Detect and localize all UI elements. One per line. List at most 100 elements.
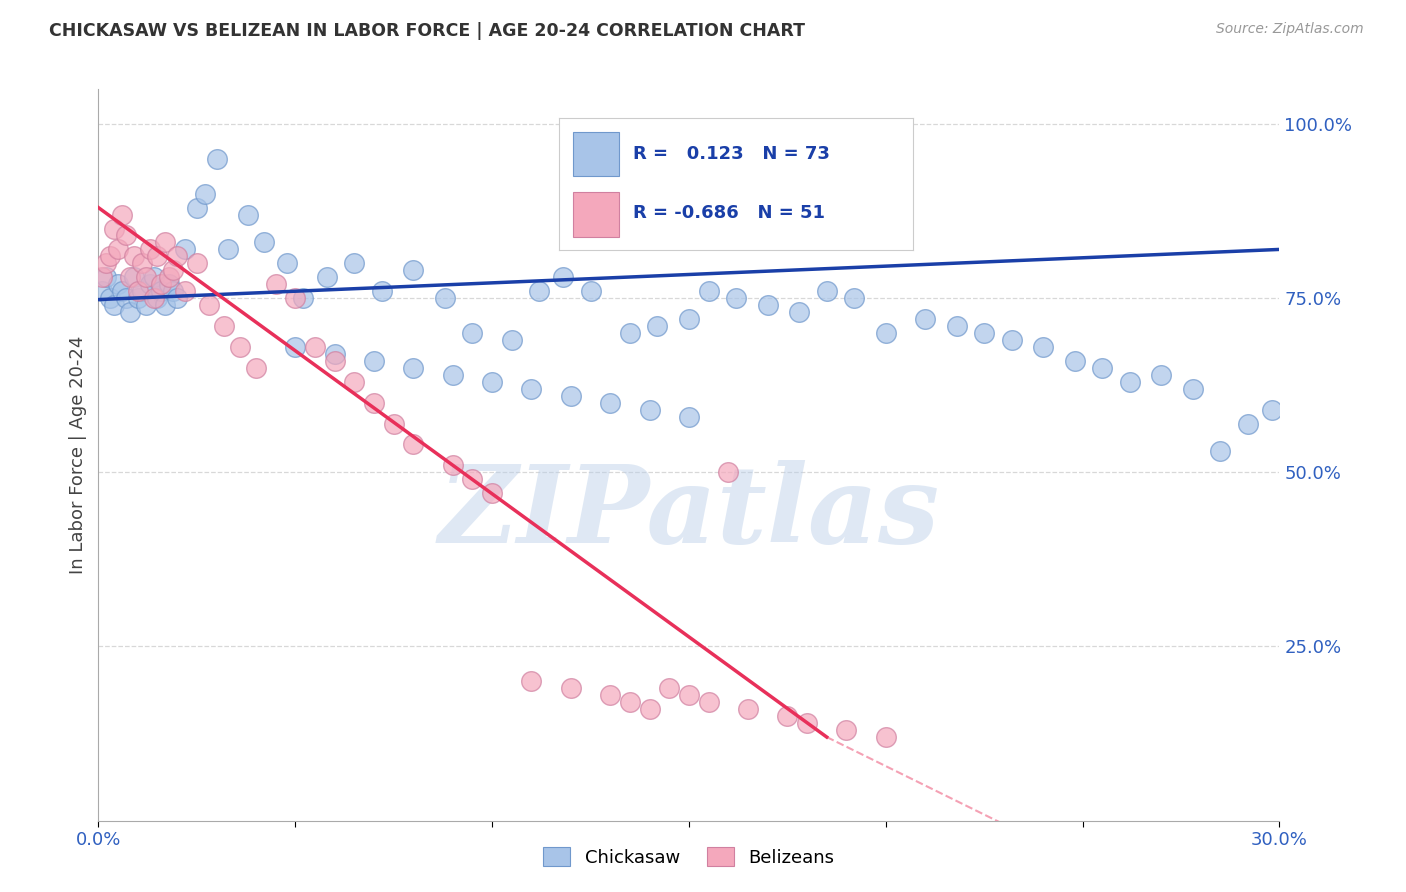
- Point: [166, 291, 188, 305]
- Point: [236, 208, 259, 222]
- Text: Source: ZipAtlas.com: Source: ZipAtlas.com: [1216, 22, 1364, 37]
- Point: [166, 249, 188, 263]
- Point: [174, 243, 197, 257]
- Point: [647, 319, 669, 334]
- Point: [217, 243, 239, 257]
- Point: [402, 263, 425, 277]
- Point: [135, 298, 157, 312]
- Point: [441, 368, 464, 382]
- Point: [520, 674, 543, 689]
- Point: [1063, 354, 1085, 368]
- Point: [146, 249, 169, 263]
- Point: [599, 688, 621, 702]
- Point: [481, 375, 503, 389]
- Point: [284, 340, 307, 354]
- Point: [560, 389, 582, 403]
- Point: [402, 360, 425, 375]
- Point: [276, 256, 298, 270]
- Point: [98, 291, 121, 305]
- Point: [157, 270, 180, 285]
- Point: [315, 270, 337, 285]
- Point: [214, 319, 236, 334]
- Point: [371, 284, 394, 298]
- Point: [115, 228, 138, 243]
- Point: [1181, 382, 1204, 396]
- Point: [131, 284, 153, 298]
- Point: [1150, 368, 1173, 382]
- Point: [150, 284, 173, 298]
- Point: [118, 305, 141, 319]
- Point: [973, 326, 995, 340]
- Point: [162, 284, 184, 298]
- Point: [1119, 375, 1142, 389]
- Legend: Chickasaw, Belizeans: Chickasaw, Belizeans: [536, 840, 842, 874]
- Point: [146, 291, 169, 305]
- Point: [174, 284, 197, 298]
- Point: [284, 291, 307, 305]
- Point: [122, 270, 145, 285]
- Point: [343, 256, 366, 270]
- Point: [1001, 333, 1024, 347]
- Point: [142, 270, 165, 285]
- Point: [1091, 360, 1114, 375]
- Point: [1209, 444, 1232, 458]
- Point: [717, 466, 740, 480]
- Point: [98, 249, 121, 263]
- Point: [155, 235, 177, 250]
- Point: [638, 702, 661, 716]
- Point: [756, 298, 779, 312]
- Point: [107, 243, 129, 257]
- Point: [737, 702, 759, 716]
- Point: [481, 486, 503, 500]
- Point: [363, 395, 385, 409]
- Point: [96, 270, 118, 285]
- Point: [551, 270, 574, 285]
- Point: [402, 437, 425, 451]
- Point: [194, 186, 217, 201]
- Point: [787, 305, 810, 319]
- Point: [796, 716, 818, 731]
- Y-axis label: In Labor Force | Age 20-24: In Labor Force | Age 20-24: [69, 335, 87, 574]
- Point: [111, 208, 134, 222]
- Point: [103, 298, 125, 312]
- Point: [122, 249, 145, 263]
- Point: [520, 382, 543, 396]
- Point: [304, 340, 326, 354]
- Text: CHICKASAW VS BELIZEAN IN LABOR FORCE | AGE 20-24 CORRELATION CHART: CHICKASAW VS BELIZEAN IN LABOR FORCE | A…: [49, 22, 806, 40]
- Point: [131, 256, 153, 270]
- Point: [253, 235, 276, 250]
- Point: [433, 291, 456, 305]
- Point: [142, 291, 165, 305]
- Point: [875, 730, 897, 744]
- Point: [186, 256, 208, 270]
- Point: [914, 312, 936, 326]
- Point: [1032, 340, 1054, 354]
- Point: [157, 277, 180, 292]
- Point: [111, 284, 134, 298]
- Point: [115, 291, 138, 305]
- Point: [529, 284, 551, 298]
- Point: [579, 284, 602, 298]
- Point: [560, 681, 582, 696]
- Point: [103, 221, 125, 235]
- Point: [835, 723, 858, 737]
- Point: [138, 277, 160, 292]
- Point: [292, 291, 315, 305]
- Point: [264, 277, 287, 292]
- Point: [382, 417, 405, 431]
- Point: [678, 409, 700, 424]
- Point: [229, 340, 252, 354]
- Point: [186, 201, 208, 215]
- Point: [138, 243, 160, 257]
- Point: [678, 312, 700, 326]
- Point: [197, 298, 219, 312]
- Point: [91, 270, 114, 285]
- Point: [776, 709, 799, 723]
- Point: [1237, 417, 1260, 431]
- Point: [127, 291, 149, 305]
- Point: [678, 688, 700, 702]
- Point: [875, 326, 897, 340]
- Point: [945, 319, 967, 334]
- Point: [343, 375, 366, 389]
- Point: [245, 360, 267, 375]
